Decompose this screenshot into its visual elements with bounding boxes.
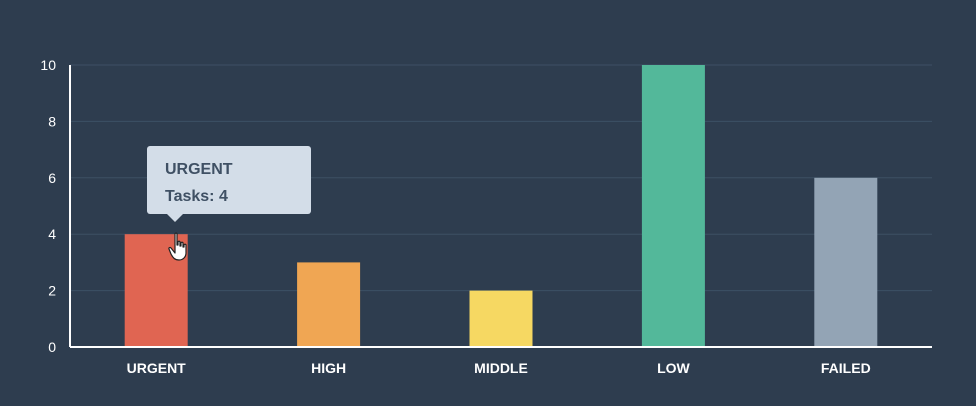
x-tick-label: HIGH xyxy=(311,360,346,376)
bar-high[interactable] xyxy=(297,262,361,347)
tooltip-value: Tasks: 4 xyxy=(165,188,228,205)
bar-low[interactable] xyxy=(641,65,705,347)
x-tick-label: FAILED xyxy=(821,360,871,376)
y-axis-ticks: 0 2 4 6 8 10 xyxy=(40,57,56,355)
y-tick-label: 6 xyxy=(48,170,56,186)
x-tick-label: LOW xyxy=(657,360,690,376)
y-tick-label: 8 xyxy=(48,113,56,129)
bars xyxy=(124,65,878,347)
bar-middle[interactable] xyxy=(469,290,533,347)
hand-pointer-icon xyxy=(168,232,187,261)
y-tick-label: 0 xyxy=(48,339,56,355)
y-tick-label: 10 xyxy=(40,57,56,73)
bar-failed[interactable] xyxy=(814,177,878,347)
x-axis-labels: URGENT HIGH MIDDLE LOW FAILED xyxy=(127,360,871,376)
x-tick-label: MIDDLE xyxy=(474,360,528,376)
y-tick-label: 4 xyxy=(48,226,56,242)
bar-tooltip: URGENT Tasks: 4 xyxy=(147,146,311,222)
y-tick-label: 2 xyxy=(48,283,56,299)
x-tick-label: URGENT xyxy=(127,360,187,376)
tooltip-title: URGENT xyxy=(165,161,233,178)
